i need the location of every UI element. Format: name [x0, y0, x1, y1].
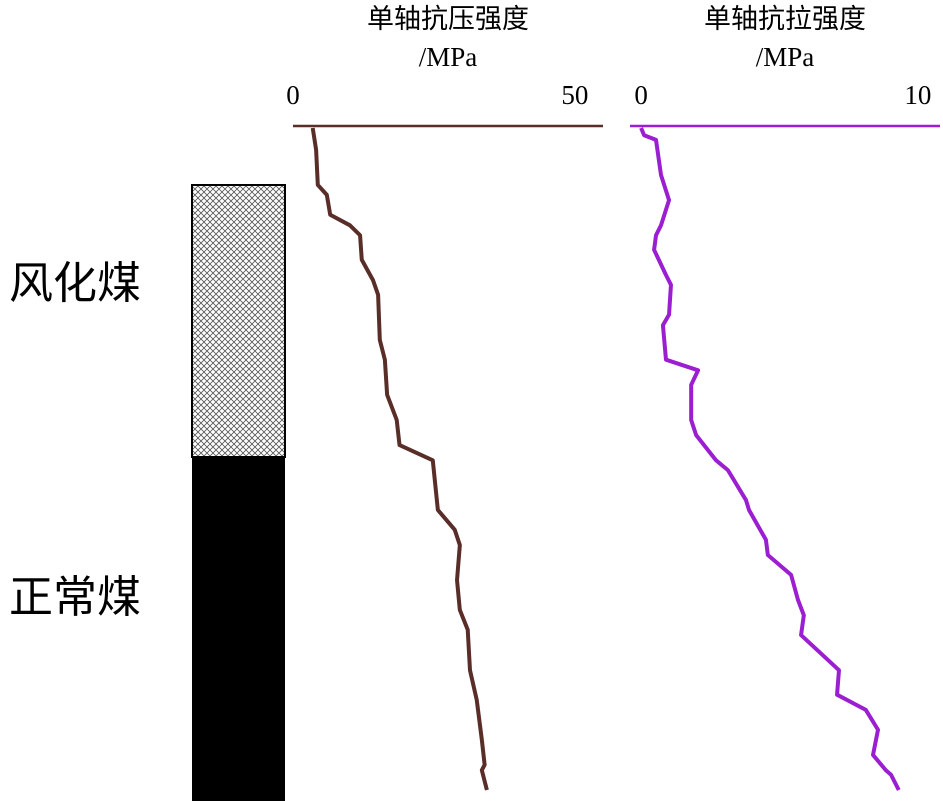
weathered-coal-block	[191, 184, 286, 458]
profile-line	[310, 127, 489, 791]
panel-unit: /MPa	[756, 42, 815, 72]
x-tick-label: 50	[561, 80, 588, 110]
column-label: 正常煤	[9, 573, 141, 622]
panel-unit: /MPa	[419, 42, 478, 72]
panel-title: 单轴抗拉强度	[704, 4, 866, 34]
x-tick-label: 0	[286, 80, 300, 110]
normal-coal-block	[192, 457, 285, 801]
panel-title: 单轴抗压强度	[367, 4, 529, 34]
x-tick-label: 10	[904, 80, 931, 110]
profile-line	[639, 127, 901, 791]
x-tick-label: 0	[634, 80, 648, 110]
column-label: 风化煤	[9, 259, 141, 308]
